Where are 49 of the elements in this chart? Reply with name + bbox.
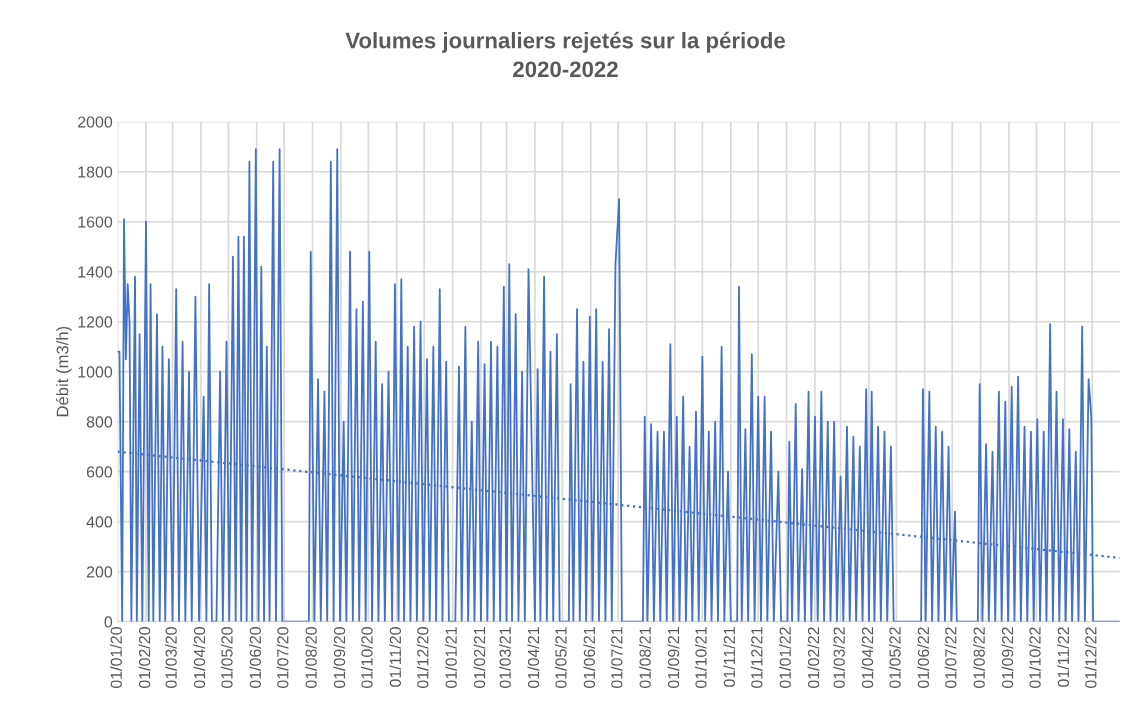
x-tick-label: 01/02/20 [138,627,151,689]
x-tick-label: 01/06/21 [583,627,596,689]
x-tick-label: 01/05/21 [554,627,567,689]
y-tick-label: 1200 [78,316,113,328]
x-tick-label: 01/09/22 [1001,627,1014,689]
y-tick-label: 600 [86,466,113,478]
x-tick-label: 01/04/21 [527,627,540,689]
x-tick-label: 01/03/22 [833,627,845,689]
x-tick-label: 01/12/21 [750,627,763,689]
x-tick-label: 01/10/21 [694,627,707,689]
x-tick-label: 01/12/20 [416,627,429,689]
x-tick-label: 01/10/22 [1028,627,1041,689]
y-tick-label: 400 [86,516,113,528]
y-axis-title: Débit (m3/h) [55,326,72,417]
x-tick-label: 01/08/21 [639,627,651,689]
x-tick-label: 01/12/22 [1084,627,1097,689]
y-tick-label: 1000 [78,366,113,378]
x-tick-label: 01/04/20 [193,627,206,689]
x-tick-label: 01/01/22 [779,627,791,689]
y-tick-label: 1400 [78,266,113,278]
x-tick-label: 01/05/20 [220,627,233,689]
x-tick-label: 01/04/22 [861,627,874,689]
x-tick-label: 01/03/20 [165,627,177,689]
x-tick-label: 01/01/21 [445,627,457,689]
x-tick-label: 01/07/20 [276,627,289,689]
x-tick-label: 01/01/20 [110,627,122,689]
x-tick-label: 01/09/21 [667,627,680,689]
y-tick-label: 0 [104,616,113,628]
x-tick-label: 01/05/22 [888,627,901,689]
y-tick-label: 1800 [78,166,113,178]
x-tick-label: 01/10/20 [360,627,373,689]
x-tick-label: 01/11/21 [723,627,736,687]
y-tick-label: 200 [86,566,113,578]
x-tick-label: 01/11/22 [1057,627,1070,687]
chart-title: Volumes journaliers rejetés sur la période 2020-2022 [345,31,786,78]
x-tick-label: 01/06/22 [917,627,930,689]
y-tick-label: 800 [86,416,113,428]
y-tick-label: 1600 [78,216,113,228]
x-tick-label: 01/07/21 [610,627,623,689]
x-tick-label: 01/02/22 [807,627,820,689]
x-tick-label: 01/02/21 [473,627,486,689]
x-tick-label: 01/08/22 [973,627,985,689]
x-tick-label: 01/03/21 [499,627,511,689]
x-tick-label: 01/09/20 [333,627,346,689]
x-tick-label: 01/11/20 [389,627,402,687]
x-tick-label: 01/08/20 [305,627,317,689]
x-tick-label: 01/06/20 [249,627,262,689]
x-tick-label: 01/07/22 [944,627,957,689]
y-tick-label: 2000 [78,116,113,128]
